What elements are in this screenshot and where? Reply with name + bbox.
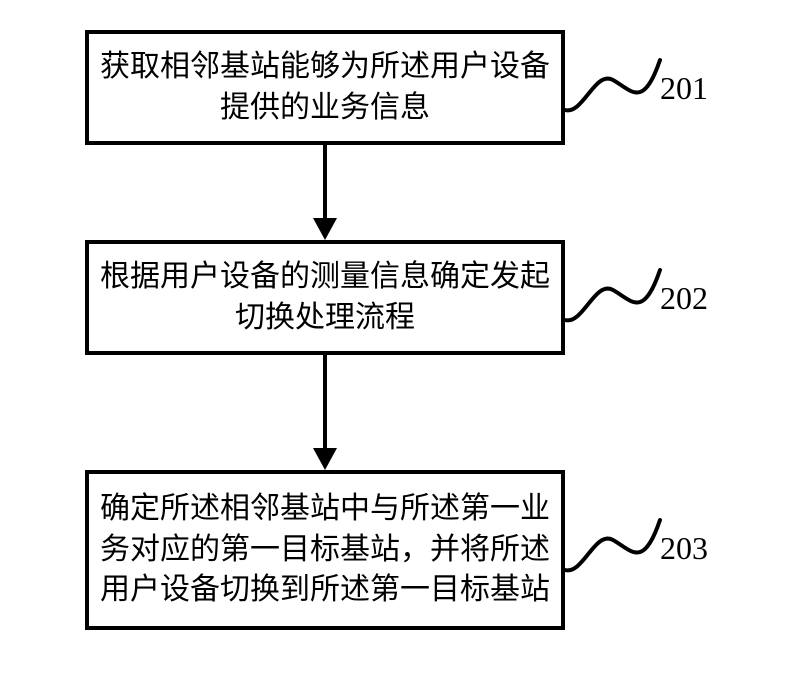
flowchart-node-text: 根据用户设备的测量信息确定发起切换处理流程 (99, 257, 551, 338)
arrow-head-icon (313, 448, 337, 470)
flowchart-edge (323, 355, 327, 448)
flowchart-edge (323, 145, 327, 218)
squiggle-connector-icon (565, 270, 660, 325)
flowchart-node: 确定所述相邻基站中与所述第一业务对应的第一目标基站，并将所述用户设备切换到所述第… (85, 470, 565, 630)
flowchart-node: 获取相邻基站能够为所述用户设备提供的业务信息 (85, 30, 565, 145)
step-number-label: 201 (660, 70, 708, 107)
squiggle-connector-icon (565, 520, 660, 575)
arrow-head-icon (313, 218, 337, 240)
flowchart-node-text: 确定所述相邻基站中与所述第一业务对应的第一目标基站，并将所述用户设备切换到所述第… (99, 489, 551, 611)
flowchart-canvas: 获取相邻基站能够为所述用户设备提供的业务信息根据用户设备的测量信息确定发起切换处… (0, 0, 800, 681)
flowchart-node-text: 获取相邻基站能够为所述用户设备提供的业务信息 (99, 47, 551, 128)
squiggle-connector-icon (565, 60, 660, 115)
flowchart-node: 根据用户设备的测量信息确定发起切换处理流程 (85, 240, 565, 355)
step-number-label: 203 (660, 530, 708, 567)
step-number-label: 202 (660, 280, 708, 317)
